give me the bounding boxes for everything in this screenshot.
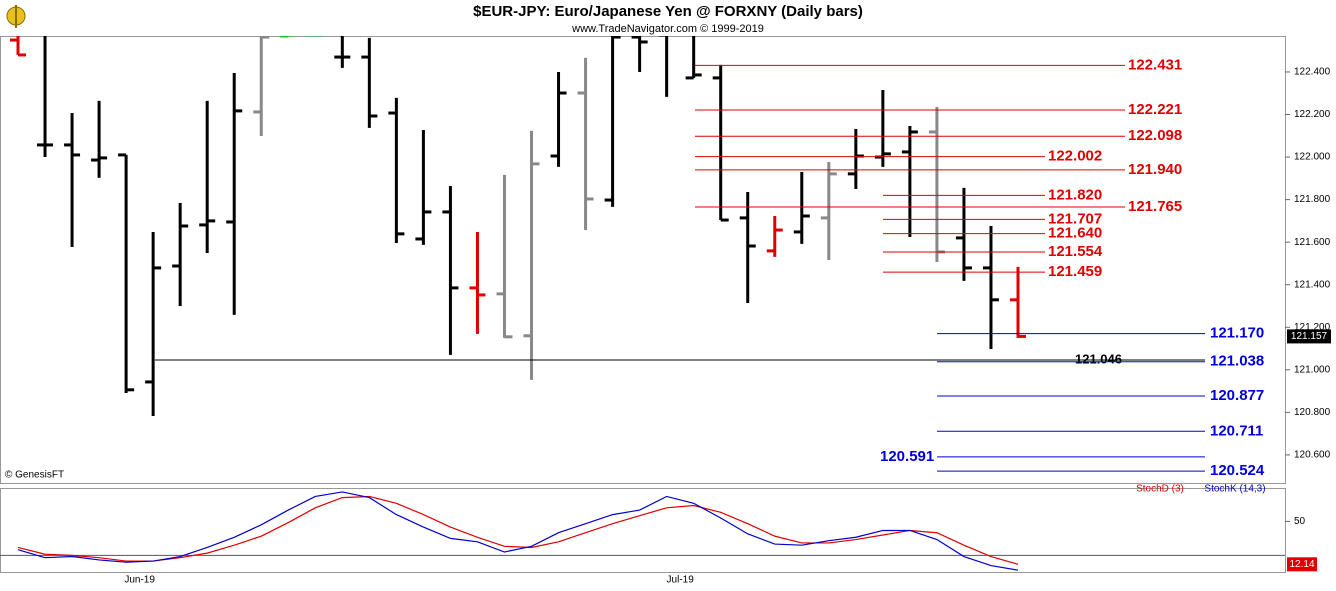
last-value-box	[1287, 557, 1317, 572]
level-label: 120.877	[1210, 387, 1264, 404]
y-tick-label: 50	[1294, 516, 1306, 527]
y-tick-label: 120.600	[1294, 450, 1331, 461]
last-value-label: 12.14	[1289, 559, 1314, 570]
last-price-box	[1287, 329, 1331, 344]
y-tick-label: 121.000	[1294, 364, 1331, 375]
price-panel	[0, 36, 1286, 484]
y-tick-label: 122.400	[1294, 67, 1331, 78]
chart-subtitle: www.TradeNavigator.com © 1999-2019	[571, 23, 764, 35]
level-label: 122.002	[1048, 148, 1102, 165]
level-label: 121.640	[1048, 225, 1102, 242]
level-label: 122.221	[1128, 101, 1182, 118]
stoch-panel	[0, 488, 1286, 573]
legend-entry: StochD (3)	[1136, 484, 1184, 495]
level-label: 121.554	[1048, 243, 1103, 260]
level-label: 120.524	[1210, 462, 1265, 479]
legend-entry: StochK (14,3)	[1204, 484, 1265, 495]
y-tick-label: 121.600	[1294, 237, 1331, 248]
level-label: 122.431	[1128, 56, 1182, 73]
y-tick-label: 122.200	[1294, 109, 1331, 120]
stoch-line	[17, 491, 1019, 571]
level-label: 120.591	[880, 448, 934, 465]
level-label: 121.459	[1048, 263, 1102, 280]
source: © GenesisFT	[5, 470, 64, 481]
x-tick-label: Jul-19	[667, 575, 695, 586]
y-tick-label: 121.200	[1294, 322, 1331, 333]
bars	[10, 36, 1026, 416]
level-label: 121.038	[1210, 353, 1264, 370]
level-label: 121.765	[1128, 198, 1182, 215]
x-tick-label: Jun-19	[124, 575, 155, 586]
y-tick-label: 121.400	[1294, 279, 1331, 290]
level-label: 120.711	[1210, 422, 1263, 439]
level-label: 122.098	[1128, 127, 1182, 144]
level-label: 121.170	[1210, 325, 1264, 342]
level-label: 121.820	[1048, 186, 1102, 203]
level-label: 121.046	[1075, 351, 1122, 366]
chart-title: $EUR-JPY: Euro/Japanese Yen @ FORXNY (Da…	[473, 3, 863, 20]
y-tick-label: 122.000	[1294, 152, 1331, 163]
logo	[6, 5, 26, 28]
level-label: 121.940	[1128, 161, 1182, 178]
y-tick-label: 120.800	[1294, 407, 1331, 418]
level-label: 121.707	[1048, 210, 1102, 227]
y-tick-label: 121.800	[1294, 194, 1331, 205]
last-price-label: 121.157	[1291, 331, 1328, 342]
stoch-line	[17, 495, 1019, 565]
